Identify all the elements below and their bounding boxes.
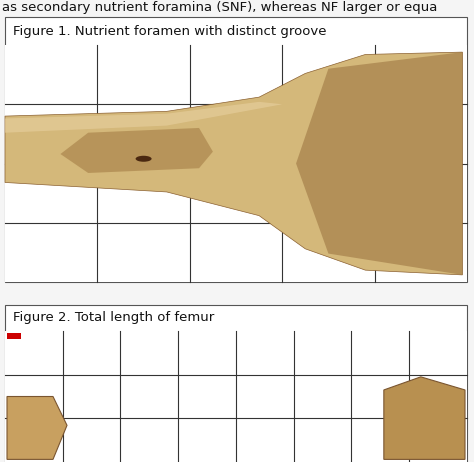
Polygon shape bbox=[61, 128, 213, 173]
Bar bbox=[5, 17, 467, 282]
Polygon shape bbox=[7, 396, 67, 459]
Bar bbox=[5, 305, 467, 462]
Bar bbox=[5, 45, 467, 282]
Text: Figure 2. Total length of femur: Figure 2. Total length of femur bbox=[13, 311, 214, 324]
Bar bbox=[5, 331, 467, 462]
Bar bbox=[7, 333, 21, 339]
Polygon shape bbox=[5, 52, 462, 275]
Ellipse shape bbox=[136, 156, 152, 162]
Polygon shape bbox=[5, 102, 282, 133]
Text: Figure 1. Nutrient foramen with distinct groove: Figure 1. Nutrient foramen with distinct… bbox=[13, 24, 327, 37]
Polygon shape bbox=[296, 52, 462, 275]
Text: as secondary nutrient foramina (SNF), whereas NF larger or equa: as secondary nutrient foramina (SNF), wh… bbox=[2, 0, 438, 13]
Polygon shape bbox=[384, 377, 465, 459]
